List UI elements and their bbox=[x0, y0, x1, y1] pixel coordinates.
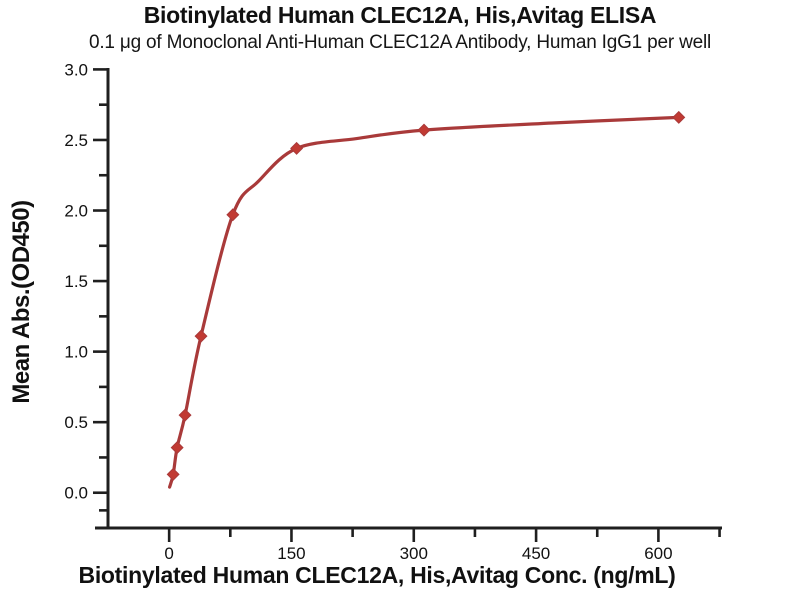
x-tick-label: 300 bbox=[400, 544, 428, 563]
fit-curve bbox=[168, 115, 681, 489]
x-tick-label: 450 bbox=[522, 544, 550, 563]
data-point-marker bbox=[178, 408, 192, 422]
data-point-marker bbox=[290, 141, 304, 155]
y-tick-label: 2.5 bbox=[64, 131, 88, 150]
x-tick-label: 600 bbox=[644, 544, 672, 563]
data-point-marker bbox=[417, 123, 431, 137]
y-tick-label: 1.0 bbox=[64, 343, 88, 362]
y-tick-label: 2.0 bbox=[64, 202, 88, 221]
y-tick-label: 3.0 bbox=[64, 60, 88, 79]
data-point-marker bbox=[194, 329, 208, 343]
data-point-marker bbox=[226, 208, 240, 222]
x-axis-title: Biotinylated Human CLEC12A, His,Avitag C… bbox=[78, 562, 676, 588]
y-tick-label: 0.5 bbox=[64, 413, 88, 432]
y-tick-label: 0.0 bbox=[64, 484, 88, 503]
data-point-marker bbox=[170, 441, 184, 455]
data-point-marker bbox=[166, 467, 180, 481]
x-tick-label: 0 bbox=[164, 544, 173, 563]
chart-subtitle: 0.1 μg of Monoclonal Anti-Human CLEC12A … bbox=[88, 32, 712, 53]
chart-title: Biotinylated Human CLEC12A, His,Avitag E… bbox=[143, 2, 657, 28]
x-tick-label: 150 bbox=[277, 544, 305, 563]
y-tick-label: 1.5 bbox=[64, 272, 88, 291]
data-point-marker bbox=[672, 110, 686, 124]
